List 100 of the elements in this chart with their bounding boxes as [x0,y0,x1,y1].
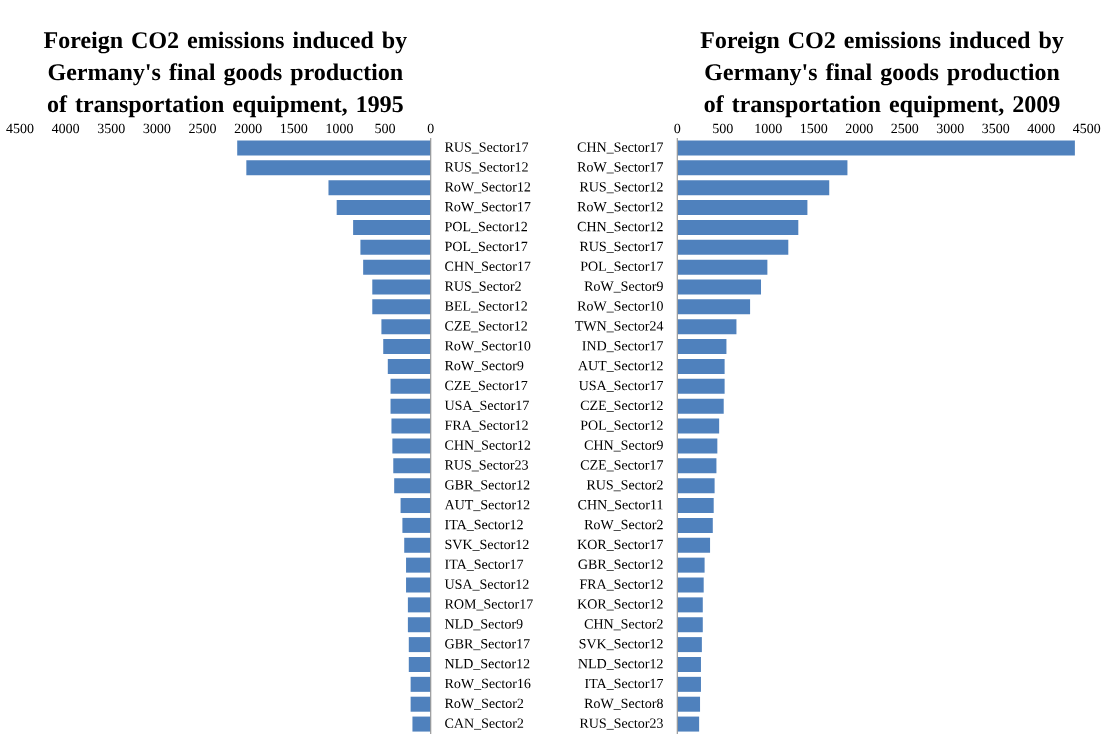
y-tick-label: RoW_Sector2 [584,519,663,531]
y-tick-label: SVK_Sector12 [579,639,663,651]
y-tick-label: RUS_Sector23 [579,718,663,730]
y-tick-label: RUS_Sector2 [444,281,521,293]
y-tick-label: POL_Sector12 [580,420,663,432]
y-tick-label: CHN_Sector11 [578,500,663,512]
y-tick-label: RUS_Sector23 [444,460,529,472]
y-tick-label: CZE_Sector12 [445,321,528,333]
x-tick-label: 4000 [51,123,80,134]
y-tick-label: POL_Sector12 [444,221,528,233]
y-tick-label: ROM_Sector17 [444,599,533,611]
bar [677,716,700,732]
chart-title: Foreign CO2 emissions induced by Germany's final goods production of transportation equipment, 1995 [43,31,407,118]
x-tick-label: 3000 [936,123,964,134]
bar [393,458,431,474]
y-tick-label: CHN_Sector2 [584,619,663,631]
y-tick-label: FRA_Sector12 [444,420,528,432]
y-tick-label: RoW_Sector10 [577,301,663,313]
x-tick-label: 2500 [891,123,919,134]
bar [410,676,431,692]
y-tick-label: CZE_Sector17 [445,380,528,392]
y-tick-label: CHN_Sector12 [577,221,663,233]
bar [677,637,702,653]
x-tick-label: 3500 [97,123,125,134]
y-tick-label: ITA_Sector17 [445,559,524,571]
bar [677,398,724,414]
y-tick-label: RUS_Sector12 [579,182,663,194]
bar [677,458,717,474]
bar [407,597,431,613]
y-tick-label: RUS_Sector2 [586,480,663,492]
y-tick-label: RoW_Sector10 [444,341,531,353]
bar [406,577,431,593]
bar [372,299,431,315]
bar [328,180,431,196]
bar [677,299,751,315]
y-tick-label: RUS_Sector17 [444,142,529,154]
bar [677,200,808,216]
y-tick-label: NLD_Sector9 [444,619,523,631]
bar [363,259,431,275]
bar [677,537,711,553]
bar [390,398,431,414]
bar [404,537,431,553]
bar [677,219,799,235]
x-tick-label: 4000 [1027,123,1055,134]
x-tick-label: 1500 [281,123,308,134]
y-tick-label: USA_Sector17 [444,400,529,412]
bar [410,696,431,712]
y-tick-label: SVK_Sector12 [445,539,529,551]
y-tick-label: CZE_Sector17 [580,460,664,472]
bar [402,517,431,533]
y-tick-label: RoW_Sector12 [444,182,531,194]
y-tick-label: NLD_Sector12 [444,658,530,671]
y-tick-label: KOR_Sector12 [577,599,663,611]
y-tick-label: RoW_Sector16 [444,678,531,690]
y-tick-label: CHN_Sector17 [445,261,531,273]
y-tick-label: FRA_Sector12 [579,579,663,591]
x-tick-label: 3000 [143,123,171,134]
x-tick-label: 1000 [326,123,353,134]
bar [677,259,768,275]
bar [677,239,789,255]
bar [677,279,762,295]
bar [246,160,431,176]
x-tick-label: 1000 [755,123,782,134]
y-tick-label: RoW_Sector17 [444,202,531,214]
x-tick-label: 4500 [6,123,34,134]
y-tick-label: POL_Sector17 [580,261,664,273]
y-tick-label: CHN_Sector9 [584,440,663,452]
x-tick-label: 2000 [845,123,873,134]
x-tick-label: 0 [674,123,681,134]
bar [353,219,431,235]
bar [677,517,713,533]
y-tick-label: IND_Sector17 [582,341,664,353]
bar [677,319,737,335]
y-tick-label: CHN_Sector12 [445,440,531,452]
bar [677,696,701,712]
bar [391,418,431,434]
bar [677,498,714,514]
y-tick-label: ITA_Sector12 [445,519,523,531]
bar [677,160,848,176]
bar [387,358,431,374]
y-tick-label: KOR_Sector17 [577,539,664,551]
y-tick-label: TWN_Sector24 [575,321,664,333]
y-tick-label: AUT_Sector12 [444,500,530,512]
y-tick-label: RoW_Sector2 [444,698,524,710]
y-tick-label: POL_Sector17 [444,241,528,253]
bar [677,418,720,434]
x-tick-label: 3500 [982,123,1010,134]
bar [677,597,703,613]
bar [677,676,701,692]
x-tick-label: 2500 [189,123,216,134]
bar [677,478,715,494]
bar [383,339,431,355]
bar [336,200,431,216]
x-tick-label: 500 [375,123,396,134]
y-tick-label: USA_Sector17 [578,380,664,392]
chart-title: Foreign CO2 emissions induced by Germany's final goods production of transportation equipment, 2009 [700,31,1064,118]
bar [677,358,725,374]
bar [677,617,703,633]
bar [400,498,431,514]
bar [392,438,431,454]
